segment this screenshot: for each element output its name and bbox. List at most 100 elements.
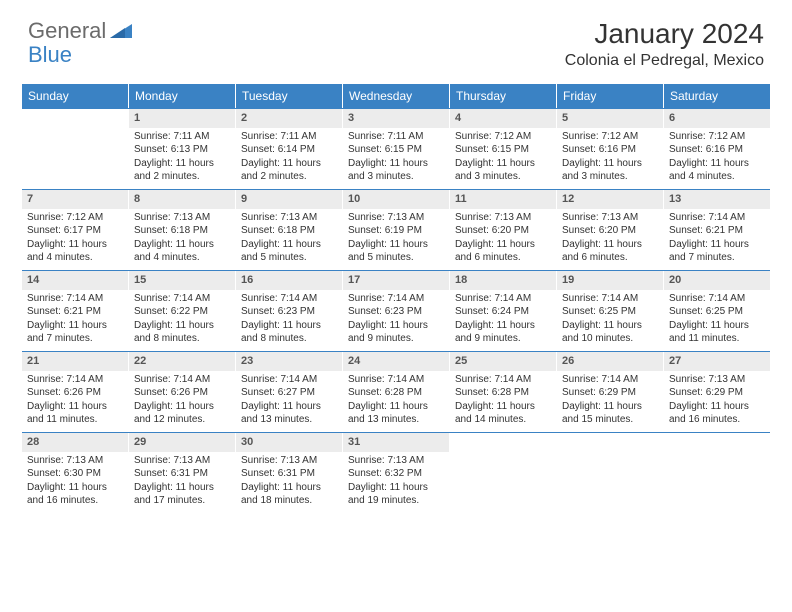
day-body: Sunrise: 7:14 AMSunset: 6:27 PMDaylight:…: [236, 371, 342, 431]
day-cell: [664, 433, 770, 513]
week-row: 21Sunrise: 7:14 AMSunset: 6:26 PMDayligh…: [22, 351, 770, 432]
logo-text-general: General: [28, 18, 106, 44]
day-number: 25: [450, 352, 556, 371]
sunrise-text: Sunrise: 7:11 AM: [348, 130, 444, 144]
sunrise-text: Sunrise: 7:12 AM: [27, 211, 123, 225]
sunset-text: Sunset: 6:19 PM: [348, 224, 444, 238]
daylight-text: Daylight: 11 hours and 14 minutes.: [455, 400, 551, 427]
day-number: 5: [557, 109, 663, 128]
daylight-text: Daylight: 11 hours and 12 minutes.: [134, 400, 230, 427]
days-of-week-row: SundayMondayTuesdayWednesdayThursdayFrid…: [22, 84, 770, 108]
daylight-text: Daylight: 11 hours and 3 minutes.: [348, 157, 444, 184]
week-row: 28Sunrise: 7:13 AMSunset: 6:30 PMDayligh…: [22, 432, 770, 513]
day-cell: [557, 433, 664, 513]
day-body: Sunrise: 7:12 AMSunset: 6:17 PMDaylight:…: [22, 209, 128, 269]
sunrise-text: Sunrise: 7:14 AM: [455, 292, 551, 306]
daylight-text: Daylight: 11 hours and 4 minutes.: [134, 238, 230, 265]
day-body: Sunrise: 7:13 AMSunset: 6:32 PMDaylight:…: [343, 452, 449, 512]
sunset-text: Sunset: 6:25 PM: [562, 305, 658, 319]
daylight-text: Daylight: 11 hours and 8 minutes.: [241, 319, 337, 346]
day-body: Sunrise: 7:11 AMSunset: 6:14 PMDaylight:…: [236, 128, 342, 188]
sunrise-text: Sunrise: 7:14 AM: [562, 292, 658, 306]
day-body: Sunrise: 7:13 AMSunset: 6:19 PMDaylight:…: [343, 209, 449, 269]
sunset-text: Sunset: 6:28 PM: [348, 386, 444, 400]
day-body: Sunrise: 7:14 AMSunset: 6:22 PMDaylight:…: [129, 290, 235, 350]
day-number: 29: [129, 433, 235, 452]
day-number: 8: [129, 190, 235, 209]
calendar: SundayMondayTuesdayWednesdayThursdayFrid…: [22, 84, 770, 513]
day-cell: 19Sunrise: 7:14 AMSunset: 6:25 PMDayligh…: [557, 271, 664, 351]
sunrise-text: Sunrise: 7:13 AM: [241, 454, 337, 468]
day-cell: 16Sunrise: 7:14 AMSunset: 6:23 PMDayligh…: [236, 271, 343, 351]
sunrise-text: Sunrise: 7:14 AM: [27, 292, 123, 306]
day-cell: 5Sunrise: 7:12 AMSunset: 6:16 PMDaylight…: [557, 109, 664, 189]
day-cell: [22, 109, 129, 189]
daylight-text: Daylight: 11 hours and 16 minutes.: [669, 400, 765, 427]
day-number: 10: [343, 190, 449, 209]
logo-text-blue: Blue: [28, 42, 72, 67]
sunrise-text: Sunrise: 7:11 AM: [134, 130, 230, 144]
daylight-text: Daylight: 11 hours and 7 minutes.: [669, 238, 765, 265]
day-cell: 12Sunrise: 7:13 AMSunset: 6:20 PMDayligh…: [557, 190, 664, 270]
day-cell: 14Sunrise: 7:14 AMSunset: 6:21 PMDayligh…: [22, 271, 129, 351]
dow-cell: Wednesday: [343, 84, 450, 108]
day-number: 16: [236, 271, 342, 290]
daylight-text: Daylight: 11 hours and 13 minutes.: [348, 400, 444, 427]
sunset-text: Sunset: 6:21 PM: [27, 305, 123, 319]
sunrise-text: Sunrise: 7:14 AM: [134, 292, 230, 306]
day-body: Sunrise: 7:12 AMSunset: 6:15 PMDaylight:…: [450, 128, 556, 188]
daylight-text: Daylight: 11 hours and 8 minutes.: [134, 319, 230, 346]
weeks-container: 1Sunrise: 7:11 AMSunset: 6:13 PMDaylight…: [22, 108, 770, 513]
day-cell: 25Sunrise: 7:14 AMSunset: 6:28 PMDayligh…: [450, 352, 557, 432]
sunset-text: Sunset: 6:16 PM: [669, 143, 765, 157]
day-number: 24: [343, 352, 449, 371]
sunrise-text: Sunrise: 7:13 AM: [241, 211, 337, 225]
day-cell: 28Sunrise: 7:13 AMSunset: 6:30 PMDayligh…: [22, 433, 129, 513]
day-number: 7: [22, 190, 128, 209]
week-row: 7Sunrise: 7:12 AMSunset: 6:17 PMDaylight…: [22, 189, 770, 270]
day-body: Sunrise: 7:14 AMSunset: 6:25 PMDaylight:…: [664, 290, 770, 350]
day-body: Sunrise: 7:13 AMSunset: 6:18 PMDaylight:…: [236, 209, 342, 269]
sunset-text: Sunset: 6:32 PM: [348, 467, 444, 481]
sunset-text: Sunset: 6:28 PM: [455, 386, 551, 400]
sunset-text: Sunset: 6:31 PM: [134, 467, 230, 481]
logo: General: [28, 18, 134, 44]
day-cell: 26Sunrise: 7:14 AMSunset: 6:29 PMDayligh…: [557, 352, 664, 432]
sunset-text: Sunset: 6:27 PM: [241, 386, 337, 400]
day-cell: 23Sunrise: 7:14 AMSunset: 6:27 PMDayligh…: [236, 352, 343, 432]
sunrise-text: Sunrise: 7:12 AM: [455, 130, 551, 144]
sunrise-text: Sunrise: 7:14 AM: [348, 373, 444, 387]
day-cell: 30Sunrise: 7:13 AMSunset: 6:31 PMDayligh…: [236, 433, 343, 513]
sunset-text: Sunset: 6:17 PM: [27, 224, 123, 238]
sunrise-text: Sunrise: 7:13 AM: [562, 211, 658, 225]
day-body: Sunrise: 7:14 AMSunset: 6:23 PMDaylight:…: [343, 290, 449, 350]
sunset-text: Sunset: 6:18 PM: [241, 224, 337, 238]
day-body: Sunrise: 7:14 AMSunset: 6:28 PMDaylight:…: [343, 371, 449, 431]
day-number: 20: [664, 271, 770, 290]
sunrise-text: Sunrise: 7:13 AM: [455, 211, 551, 225]
day-number: 13: [664, 190, 770, 209]
daylight-text: Daylight: 11 hours and 11 minutes.: [669, 319, 765, 346]
sunset-text: Sunset: 6:15 PM: [455, 143, 551, 157]
sunrise-text: Sunrise: 7:13 AM: [669, 373, 765, 387]
dow-cell: Sunday: [22, 84, 129, 108]
day-body: Sunrise: 7:13 AMSunset: 6:29 PMDaylight:…: [664, 371, 770, 431]
sunrise-text: Sunrise: 7:13 AM: [134, 211, 230, 225]
daylight-text: Daylight: 11 hours and 2 minutes.: [134, 157, 230, 184]
sunset-text: Sunset: 6:29 PM: [562, 386, 658, 400]
daylight-text: Daylight: 11 hours and 19 minutes.: [348, 481, 444, 508]
day-number: 1: [129, 109, 235, 128]
sunset-text: Sunset: 6:20 PM: [455, 224, 551, 238]
header: General January 2024 Colonia el Pedregal…: [0, 0, 792, 76]
sunrise-text: Sunrise: 7:13 AM: [134, 454, 230, 468]
day-number: 31: [343, 433, 449, 452]
sunset-text: Sunset: 6:29 PM: [669, 386, 765, 400]
sunrise-text: Sunrise: 7:13 AM: [27, 454, 123, 468]
day-number: 4: [450, 109, 556, 128]
day-body: Sunrise: 7:13 AMSunset: 6:20 PMDaylight:…: [557, 209, 663, 269]
day-body: Sunrise: 7:12 AMSunset: 6:16 PMDaylight:…: [664, 128, 770, 188]
day-cell: 1Sunrise: 7:11 AMSunset: 6:13 PMDaylight…: [129, 109, 236, 189]
sunrise-text: Sunrise: 7:14 AM: [562, 373, 658, 387]
day-body: Sunrise: 7:14 AMSunset: 6:26 PMDaylight:…: [129, 371, 235, 431]
sunset-text: Sunset: 6:23 PM: [241, 305, 337, 319]
